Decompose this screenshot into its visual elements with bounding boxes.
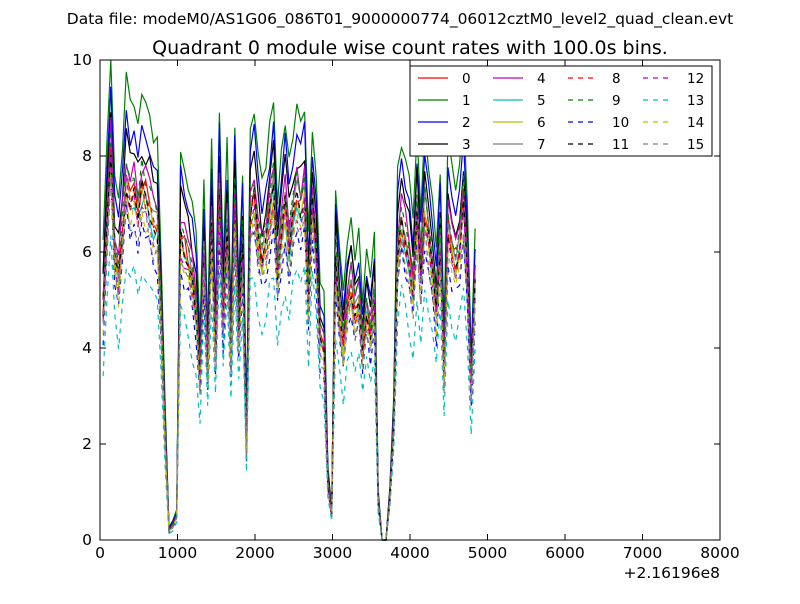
x-tick-label: 4000 bbox=[390, 544, 429, 562]
x-tick-label: 8000 bbox=[700, 544, 739, 562]
plot-area bbox=[102, 59, 476, 541]
y-tick-label: 8 bbox=[82, 147, 92, 165]
legend-label-1: 1 bbox=[462, 93, 471, 109]
x-axis-offset-label: +2.16196e8 bbox=[624, 564, 720, 582]
figure-suptitle: Data file: modeM0/AS1G06_086T01_90000007… bbox=[67, 10, 733, 29]
legend-label-4: 4 bbox=[537, 71, 546, 87]
series-line-14 bbox=[102, 174, 476, 541]
y-tick-label: 10 bbox=[72, 51, 92, 69]
series-line-11 bbox=[102, 154, 476, 541]
x-tick-label: 1000 bbox=[158, 544, 197, 562]
x-tick-label: 7000 bbox=[623, 544, 662, 562]
legend-label-5: 5 bbox=[537, 93, 546, 109]
y-tick-label: 2 bbox=[82, 435, 92, 453]
legend-label-12: 12 bbox=[687, 71, 704, 87]
legend-label-11: 11 bbox=[612, 137, 629, 153]
legend-label-13: 13 bbox=[687, 93, 704, 109]
legend-label-0: 0 bbox=[462, 71, 471, 87]
legend-label-2: 2 bbox=[462, 115, 471, 131]
legend-label-3: 3 bbox=[462, 137, 471, 153]
y-tick-label: 0 bbox=[82, 531, 92, 549]
legend-label-7: 7 bbox=[537, 137, 546, 153]
x-tick-label: 3000 bbox=[313, 544, 352, 562]
series-line-12 bbox=[102, 149, 476, 541]
legend-label-15: 15 bbox=[687, 137, 704, 153]
legend-label-6: 6 bbox=[537, 115, 546, 131]
x-tick-label: 6000 bbox=[545, 544, 584, 562]
chart-title: Quadrant 0 module wise count rates with … bbox=[152, 37, 668, 59]
y-tick-label: 6 bbox=[82, 243, 92, 261]
axes-frame bbox=[99, 59, 721, 541]
legend-label-9: 9 bbox=[612, 93, 621, 109]
x-tick-label: 0 bbox=[95, 544, 105, 562]
series-line-9 bbox=[102, 130, 476, 541]
series-line-15 bbox=[102, 177, 476, 541]
legend-label-14: 14 bbox=[687, 115, 704, 131]
series-line-13 bbox=[102, 235, 476, 541]
legend-box bbox=[409, 65, 713, 157]
x-tick-label: 5000 bbox=[468, 544, 507, 562]
legend-label-8: 8 bbox=[612, 71, 621, 87]
series-line-10 bbox=[102, 175, 476, 541]
y-tick-label: 4 bbox=[82, 339, 92, 357]
legend-label-10: 10 bbox=[612, 115, 629, 131]
x-tick-label: 2000 bbox=[235, 544, 274, 562]
